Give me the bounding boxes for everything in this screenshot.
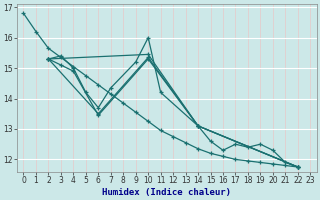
X-axis label: Humidex (Indice chaleur): Humidex (Indice chaleur) (102, 188, 231, 197)
